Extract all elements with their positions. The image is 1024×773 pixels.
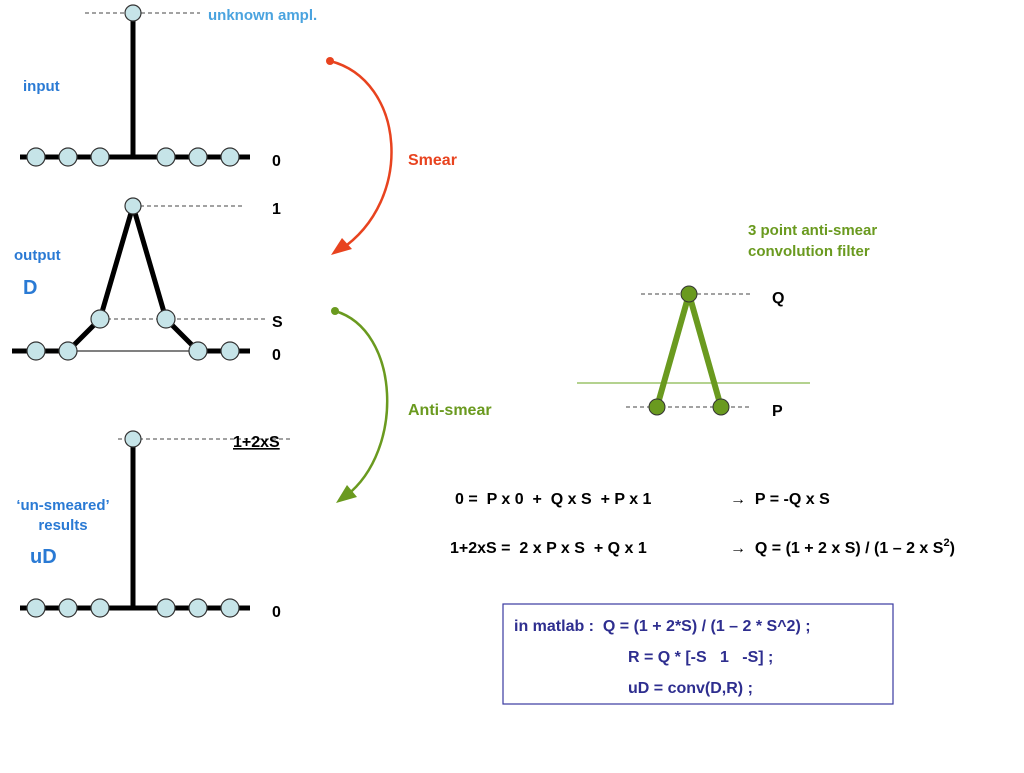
smeared-shape [66, 203, 200, 353]
equation-rhs: → P = -Q x S [730, 491, 830, 508]
level-label: 0 [272, 153, 281, 170]
equation-lhs: 1+2xS = 2 x P x S + Q x 1 [450, 540, 647, 557]
label: results [38, 517, 87, 534]
level-label: P [772, 403, 783, 420]
arrow-label: Smear [408, 152, 457, 169]
samples [26, 197, 240, 361]
eq-part: ) [950, 540, 955, 557]
eq-part: → Q = (1 + 2 x S) / (1 – 2 x S [730, 540, 944, 557]
label: output [14, 247, 61, 264]
superscript: 2 [943, 537, 949, 549]
samples [26, 430, 240, 618]
label: input [23, 78, 60, 95]
level-label: S [272, 314, 283, 331]
code-line: R = Q * [-S 1 -S] ; [628, 649, 773, 666]
filter-title: 3 point anti-smear [748, 222, 877, 239]
code-box [502, 603, 894, 705]
filter-shape [654, 291, 724, 408]
label: ‘un-smeared’ [16, 497, 109, 514]
samples [26, 4, 240, 167]
symbol: D [23, 277, 37, 299]
filter-title: convolution filter [748, 243, 870, 260]
arrow-label: Anti-smear [408, 402, 492, 419]
equation-rhs: → Q = (1 + 2 x S) / (1 – 2 x S2) [730, 537, 955, 557]
filter-taps [648, 285, 730, 416]
level-label: 1 [272, 201, 281, 218]
arrowhead [336, 485, 357, 503]
code-line: uD = conv(D,R) ; [628, 680, 753, 697]
symbol: uD [30, 546, 57, 568]
level-label: 0 [272, 347, 281, 364]
annotation: unknown ampl. [208, 7, 317, 24]
equation-lhs: 0 = P x 0 + Q x S + P x 1 [455, 491, 652, 508]
eq-part: → P = -Q x S [730, 491, 830, 508]
level-label: 1+2xS [233, 434, 280, 451]
anti-smear-arrow [334, 309, 389, 497]
code-line: in matlab : Q = (1 + 2*S) / (1 – 2 * S^2… [514, 618, 811, 635]
level-label: Q [772, 290, 784, 307]
level-label: 0 [272, 604, 281, 621]
smear-arrow [329, 59, 393, 252]
arrowhead [331, 238, 352, 255]
